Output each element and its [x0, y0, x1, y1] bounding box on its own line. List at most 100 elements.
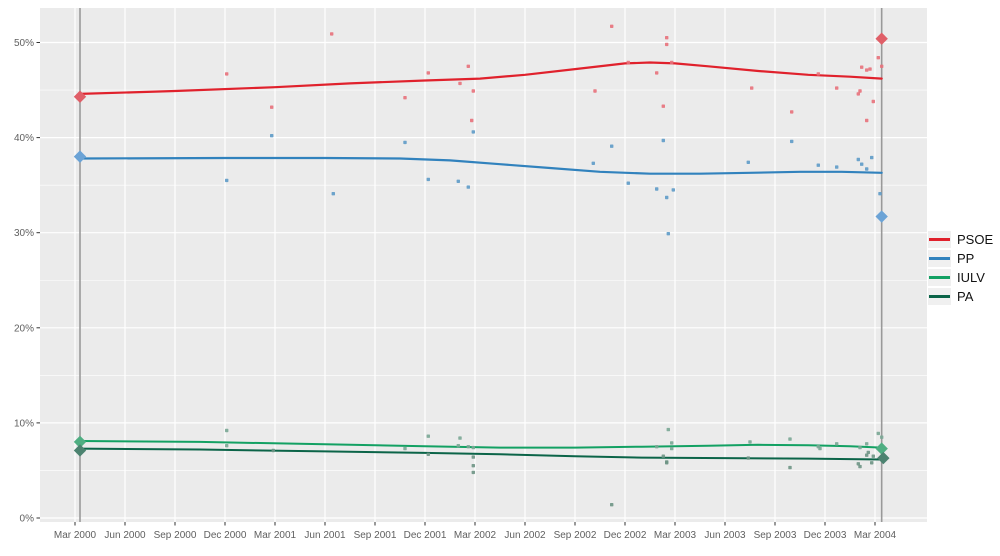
election-result-diamond [875, 442, 888, 455]
poll-point [790, 139, 794, 144]
poll-point [655, 445, 659, 449]
poll-point [788, 465, 792, 470]
poll-point [835, 165, 839, 169]
trend-line [78, 156, 883, 175]
legend-item-pa: PA [928, 288, 993, 305]
poll-point [816, 163, 820, 167]
poll-point [403, 446, 407, 451]
iulv-line-swatch [929, 276, 950, 279]
poll-point [458, 436, 462, 440]
legend-key-iulv [928, 269, 951, 286]
poll-point [865, 167, 869, 171]
poll-point [871, 99, 875, 104]
poll-point [878, 192, 882, 196]
poll-point [818, 446, 822, 451]
poll-point [670, 441, 674, 445]
x-tick-label: Jun 2001 [304, 530, 346, 541]
poll-point [225, 178, 229, 183]
poll-point [790, 110, 794, 114]
poll-point [426, 71, 430, 75]
poll-point [871, 454, 875, 458]
poll-point [471, 455, 475, 459]
x-tick-label: Sep 2002 [554, 530, 597, 541]
poll-point [661, 104, 665, 108]
poll-point [860, 162, 864, 166]
poll-point [610, 24, 614, 28]
legend-item-psoe: PSOE [928, 231, 993, 248]
x-tick-label: Mar 2000 [54, 530, 97, 541]
poll-point [876, 431, 880, 436]
y-tick-label: 50% [14, 38, 34, 49]
poll-point [456, 179, 460, 183]
poll-point [471, 445, 475, 450]
poll-point [466, 64, 470, 68]
trend-line [78, 61, 883, 96]
x-tick-label: Dec 2000 [204, 530, 247, 541]
election-result-diamond [73, 444, 87, 457]
poll-point [856, 462, 860, 466]
poll-point [856, 92, 860, 96]
poll-point [225, 72, 229, 76]
poll-point [665, 36, 669, 40]
poll-point [671, 188, 675, 192]
legend-key-psoe [928, 231, 951, 248]
poll-point [471, 130, 475, 134]
poll-point [661, 454, 665, 458]
poll-point [865, 118, 869, 123]
plot-panel [40, 8, 927, 522]
legend-key-pp [928, 250, 951, 267]
legend-label-iulv: IULV [957, 270, 985, 285]
legend-label-pa: PA [957, 289, 974, 304]
poll-point [670, 446, 674, 451]
poll-point [331, 192, 335, 196]
poll-point [426, 434, 430, 438]
poll-point [471, 464, 475, 468]
poll-point [835, 86, 839, 90]
poll-point [270, 105, 274, 109]
poll-point [866, 450, 870, 455]
poll-point [865, 68, 869, 72]
poll-point [865, 453, 869, 457]
x-tick-label: Jun 2003 [704, 530, 746, 541]
poll-point [270, 134, 274, 138]
poll-point [870, 461, 874, 465]
poll-point [225, 444, 229, 448]
poll-point [665, 42, 669, 47]
pa-line-swatch [929, 295, 950, 298]
poll-point [591, 161, 595, 165]
election-result-diamond [877, 451, 890, 465]
poll-point [665, 460, 669, 464]
psoe-line-swatch [929, 238, 950, 241]
poll-point [593, 89, 597, 93]
poll-point [610, 503, 614, 507]
legend-label-psoe: PSOE [957, 232, 994, 247]
poll-point [655, 187, 659, 191]
poll-point [858, 89, 862, 93]
poll-point [466, 445, 470, 449]
y-tick-label: 30% [14, 228, 34, 239]
poll-point [666, 232, 670, 236]
legend-item-iulv: IULV [928, 269, 993, 286]
x-tick-label: Sep 2003 [754, 530, 797, 541]
poll-point [626, 181, 630, 185]
series-pa [73, 444, 890, 507]
trend-line [79, 440, 883, 449]
poll-point [471, 470, 475, 475]
poll-point [426, 452, 430, 456]
poll-point [661, 138, 665, 143]
poll-point [670, 60, 674, 65]
poll-point [471, 89, 475, 93]
poll-point [870, 155, 874, 160]
y-tick-label: 10% [14, 418, 34, 429]
x-tick-label: Dec 2001 [404, 530, 447, 541]
poll-point [880, 64, 884, 68]
election-result-diamond [73, 90, 87, 103]
poll-point [403, 96, 407, 100]
x-tick-label: Mar 2003 [654, 530, 697, 541]
poll-point [816, 72, 820, 76]
poll-point [858, 445, 862, 450]
x-tick-label: Sep 2001 [354, 530, 397, 541]
gridlines [40, 8, 927, 522]
y-tick-label: 0% [20, 514, 35, 525]
